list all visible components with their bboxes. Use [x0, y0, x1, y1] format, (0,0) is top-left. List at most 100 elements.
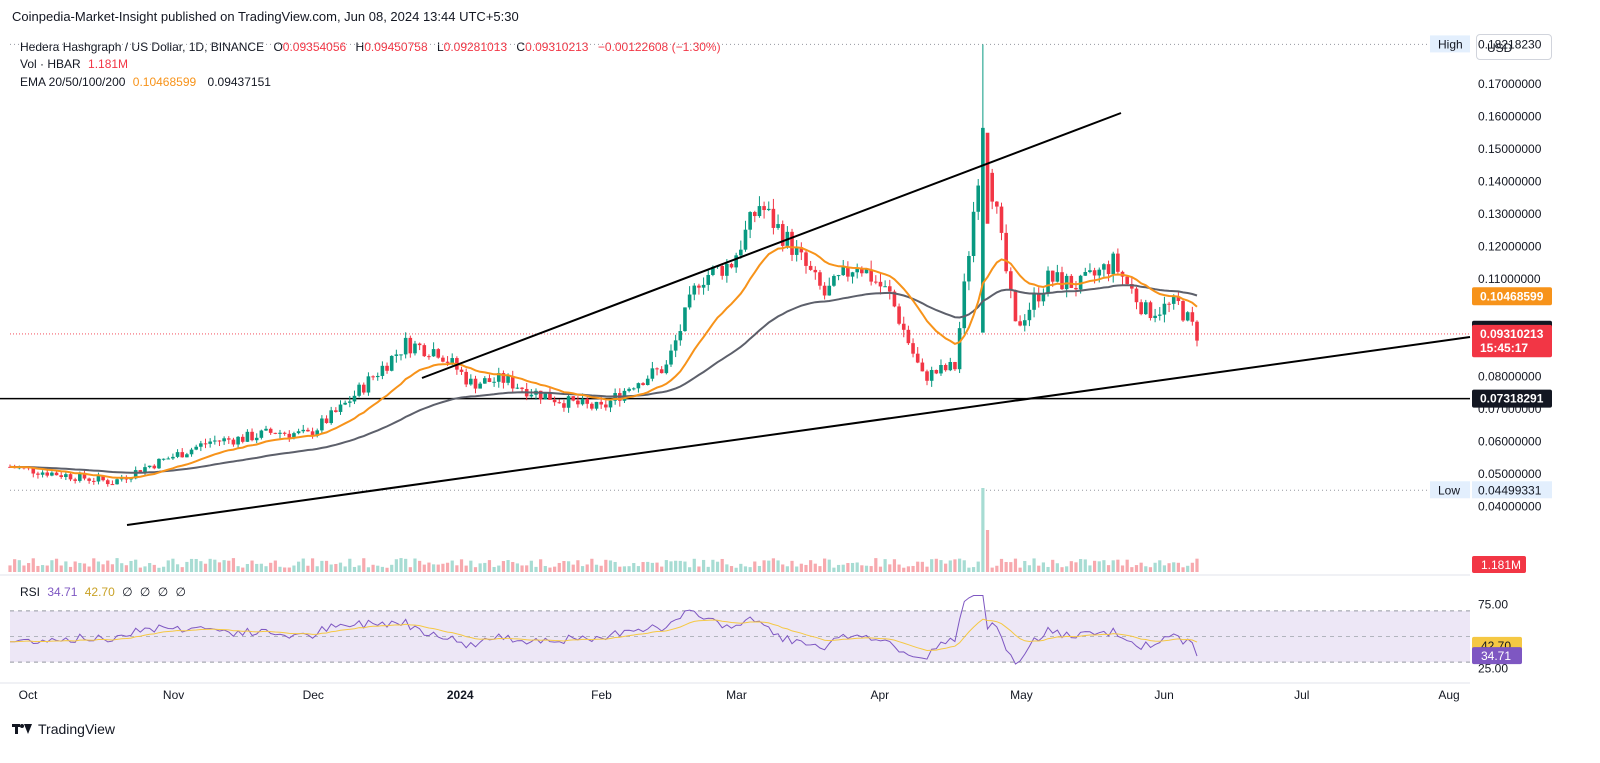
candle-body: [971, 211, 976, 256]
volume-bar: [739, 563, 743, 572]
volume-bar: [227, 560, 231, 572]
candle-body: [422, 345, 427, 357]
volume-bar: [315, 566, 319, 572]
tradingview-logo[interactable]: TradingView: [12, 721, 115, 737]
volume-bar: [59, 565, 63, 572]
volume-bar: [832, 567, 836, 572]
candle-body: [576, 400, 580, 405]
candle-body: [310, 431, 315, 436]
candle-body: [967, 255, 971, 282]
volume-bar: [1190, 562, 1194, 572]
volume-bar: [245, 563, 249, 572]
volume-bar: [324, 560, 329, 572]
volume-bar: [27, 563, 31, 572]
candle-body: [953, 362, 957, 370]
volume-bar: [418, 560, 422, 572]
candle-body: [152, 465, 157, 469]
volume-bar: [352, 566, 357, 572]
volume-bar: [888, 564, 892, 572]
rising-resistance-trendline: [421, 112, 1122, 379]
candle-body: [515, 387, 520, 389]
candle-body: [50, 472, 54, 476]
volume-bar: [539, 559, 543, 572]
volume-bar: [185, 561, 189, 572]
volume-bar: [1027, 565, 1032, 572]
candle-body: [157, 458, 161, 469]
volume-bar: [594, 564, 599, 572]
candle-body: [306, 429, 310, 432]
candle-body: [91, 480, 96, 482]
candle-body: [1153, 315, 1157, 319]
candle-body: [594, 401, 599, 409]
rsi-label: RSI: [20, 585, 41, 599]
volume-bar: [557, 562, 561, 572]
open-label: O: [273, 40, 283, 54]
candle-body: [720, 265, 724, 276]
candle-body: [408, 337, 413, 354]
candle-body: [268, 428, 273, 433]
candle-body: [1106, 264, 1111, 275]
price-tick-label: 0.14000000: [1478, 175, 1542, 189]
candle-body: [380, 365, 385, 376]
volume-bar: [390, 564, 394, 572]
time-tick-label: Oct: [19, 688, 38, 702]
candle-body: [394, 354, 399, 356]
high-tag-bg: [1430, 35, 1470, 53]
volume-bar: [669, 561, 673, 572]
volume-bar: [40, 565, 45, 572]
candle-body: [403, 337, 408, 355]
high-tag-label: High: [1438, 37, 1463, 51]
volume-bar: [292, 565, 296, 572]
volume-bar: [585, 564, 589, 572]
volume-bar: [1055, 563, 1059, 572]
volume-bar: [1102, 560, 1106, 572]
volume-bar: [36, 565, 40, 572]
volume-bar: [655, 562, 659, 572]
volume-bar: [916, 561, 920, 572]
currency-button[interactable]: USD: [1476, 34, 1552, 60]
volume-bar: [459, 559, 464, 572]
candle-body: [520, 387, 524, 389]
publisher-line: Coinpedia-Market-Insight published on Tr…: [12, 9, 519, 24]
volume-bar: [1162, 565, 1167, 572]
volume-bar: [674, 560, 678, 572]
volume-bar: [1176, 562, 1180, 572]
volume-bar: [1116, 559, 1120, 572]
candle-body: [752, 212, 757, 217]
candle-body: [771, 208, 776, 228]
price-label-countdown: 15:45:17: [1480, 341, 1528, 355]
candle-body: [469, 378, 473, 385]
volume-legend: Vol · HBAR 1.181M: [20, 57, 134, 71]
rsi-empty-3: ∅: [157, 585, 169, 599]
candle-body: [375, 375, 380, 378]
low-label: L: [436, 40, 444, 54]
volume-bar: [985, 530, 990, 572]
candle-body: [669, 350, 673, 365]
candle-body: [929, 369, 934, 381]
ema-slow-value: 0.09437151: [207, 75, 271, 89]
volume-bar: [767, 560, 771, 572]
volume-bar: [1181, 567, 1185, 572]
volume-bar: [497, 565, 501, 572]
candle-body: [692, 285, 697, 295]
candle-body: [492, 381, 496, 383]
candle-body: [301, 429, 306, 432]
candle-body: [883, 286, 887, 288]
candle-body: [957, 328, 962, 370]
candle-body: [1032, 293, 1036, 310]
candle-body: [529, 394, 534, 397]
volume-bar: [939, 560, 943, 572]
candle-body: [962, 281, 967, 329]
candle-body: [231, 439, 236, 445]
volume-bar: [217, 562, 222, 572]
candle-body: [185, 454, 189, 458]
candle-body: [650, 368, 655, 379]
candle-body: [1176, 297, 1181, 302]
candle-body: [687, 294, 692, 308]
candle-body: [976, 185, 981, 212]
volume-bar: [641, 562, 645, 572]
close-label: C: [516, 40, 526, 54]
volume-bar: [264, 566, 268, 572]
volume-bar: [189, 558, 194, 572]
